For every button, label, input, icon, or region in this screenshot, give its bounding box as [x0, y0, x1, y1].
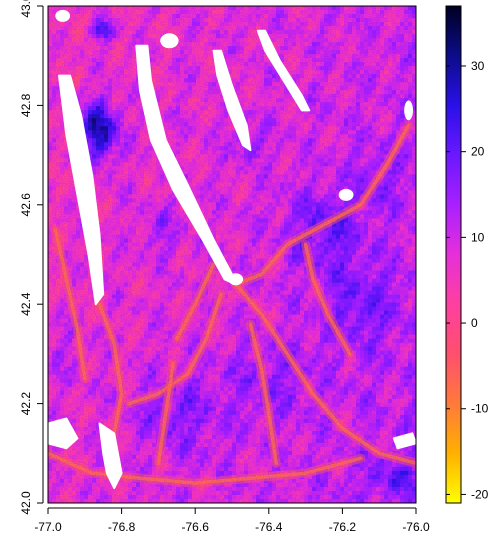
- plot-area: [48, 6, 416, 503]
